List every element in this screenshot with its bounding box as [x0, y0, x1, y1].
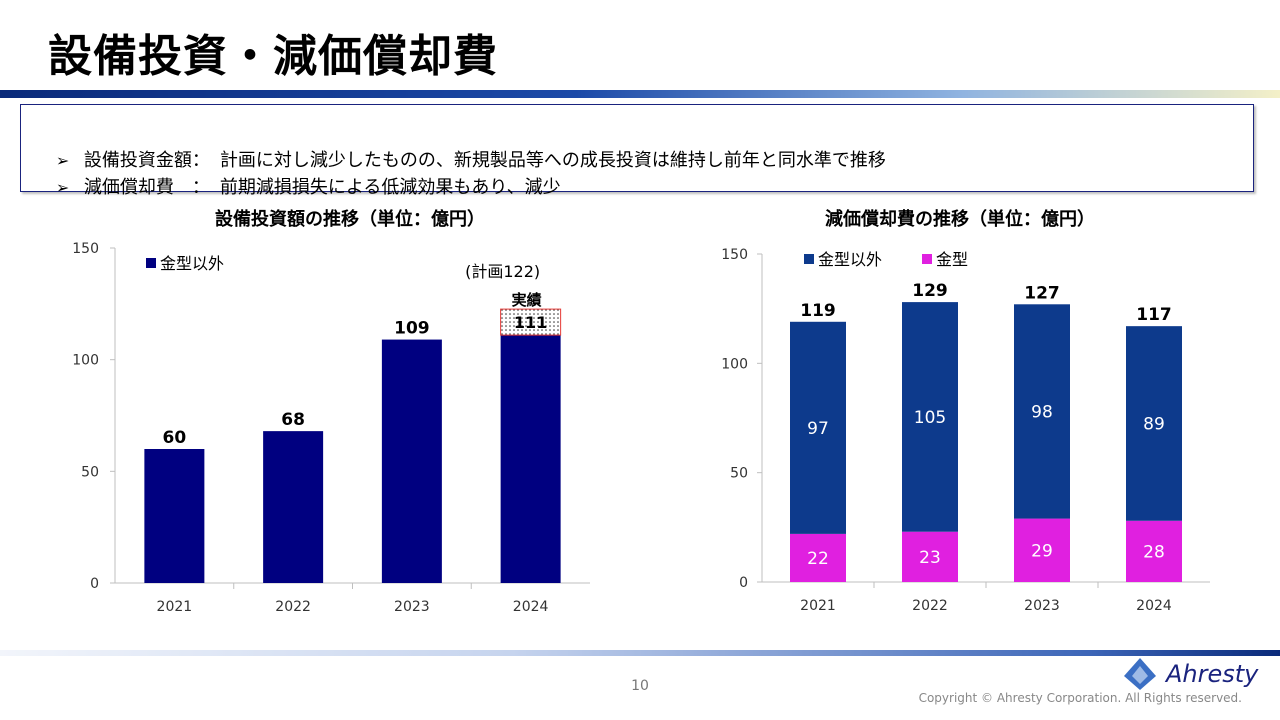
capex-chart: 0 50 100 150 2021 60 2022 68 2023 109 2024 111 実績 (計画… — [72, 241, 590, 615]
bar-kanagata-2022 — [902, 531, 958, 582]
summary-box: ➢ 設備投資金額： 計画に対し減少したものの、新規製品等への成長投資は維持し前年と同… — [20, 104, 1254, 198]
legend-swatch-other — [804, 254, 814, 264]
y-tick-label: 150 — [72, 241, 99, 257]
footer-rule — [0, 650, 1280, 656]
legend-swatch — [146, 258, 156, 268]
summary-text: 計画に対し減少したものの、新規製品等への成長投資は維持し前年と同水準で推移 — [219, 150, 886, 171]
data-label: 109 — [394, 319, 430, 339]
data-label-other: 105 — [914, 408, 946, 428]
bar-2024 — [500, 335, 561, 583]
x-tick-label: 2021 — [157, 599, 193, 615]
summary-label: 減価償却費 ： — [83, 177, 210, 198]
page-title: 設備投資・減価償却費 — [48, 31, 498, 82]
plan-gap-box — [500, 308, 562, 336]
y-tick-label: 50 — [81, 464, 99, 480]
bar-kanagata-2021 — [790, 533, 846, 582]
summary-item-depreciation: ➢ 減価償却費 ： 前期減損損失による低減効果もあり、減少 — [33, 152, 561, 220]
x-tick-label: 2022 — [275, 599, 311, 615]
bar-2023 — [381, 339, 442, 583]
data-label-total: 127 — [1024, 283, 1060, 303]
plan-label: (計画122) — [465, 262, 540, 281]
bar-other-2021 — [790, 321, 846, 534]
summary-item-capex: ➢ 設備投資金額： 計画に対し減少したものの、新規製品等への成長投資は維持し前年と同… — [33, 125, 886, 193]
x-tick-label: 2023 — [1024, 598, 1060, 614]
legend-label: 金型以外 — [160, 254, 224, 273]
data-label: 68 — [281, 410, 305, 430]
bar-other-2024 — [1126, 326, 1182, 521]
capex-chart-title: 設備投資額の推移（単位：億円） — [215, 209, 485, 230]
page-number: 10 — [631, 678, 649, 694]
y-tick-label: 150 — [721, 247, 748, 263]
actual-label: 実績 — [512, 291, 542, 309]
bar-other-2023 — [1014, 304, 1070, 519]
x-tick-label: 2024 — [1136, 598, 1172, 614]
bar-2022 — [263, 431, 324, 583]
data-label-actual: 111 — [514, 313, 547, 332]
bar-other-2022 — [902, 302, 958, 532]
y-tick-label: 50 — [730, 466, 748, 482]
y-tick-label: 100 — [721, 356, 748, 372]
legend-label-other: 金型以外 — [818, 250, 882, 269]
copyright: Copyright © Ahresty Corporation. All Rig… — [918, 691, 1242, 705]
data-label-other: 97 — [807, 419, 829, 439]
data-label-other: 98 — [1031, 402, 1053, 422]
x-tick-label: 2024 — [513, 599, 549, 615]
data-label-kanagata: 23 — [919, 548, 941, 568]
y-tick-label: 100 — [72, 353, 99, 369]
arrow-bullet-icon: ➢ — [55, 151, 70, 170]
arrow-bullet-icon: ➢ — [55, 178, 70, 197]
bar-kanagata-2023 — [1014, 518, 1070, 582]
data-label-total: 119 — [800, 301, 836, 321]
y-tick-label: 0 — [90, 576, 99, 592]
data-label-total: 129 — [912, 281, 948, 301]
data-label-total: 117 — [1136, 305, 1172, 325]
data-label-kanagata: 29 — [1031, 541, 1053, 561]
depreciation-chart: 0 50 100 150 22 97 119 2021 23 105 129 2022 29 98 127 2… — [721, 247, 1210, 614]
x-tick-label: 2023 — [394, 599, 430, 615]
summary-text: 前期減損損失による低減効果もあり、減少 — [219, 177, 561, 198]
summary-label: 設備投資金額： — [83, 150, 210, 171]
x-tick-label: 2022 — [912, 598, 948, 614]
data-label-kanagata: 22 — [807, 549, 829, 569]
depreciation-chart-title: 減価償却費の推移（単位：億円） — [825, 209, 1095, 230]
data-label-kanagata: 28 — [1143, 542, 1165, 562]
legend-label-kanagata: 金型 — [936, 250, 968, 269]
ahresty-logo-icon — [1124, 658, 1156, 690]
y-tick-label: 0 — [739, 575, 748, 591]
logo-text: Ahresty — [1166, 660, 1259, 688]
bar-2021 — [144, 449, 205, 583]
legend-swatch-kanagata — [922, 254, 932, 264]
data-label: 60 — [163, 428, 187, 448]
bar-kanagata-2024 — [1126, 520, 1182, 582]
x-tick-label: 2021 — [800, 598, 836, 614]
data-label-other: 89 — [1143, 414, 1165, 434]
title-underline — [0, 90, 1280, 98]
